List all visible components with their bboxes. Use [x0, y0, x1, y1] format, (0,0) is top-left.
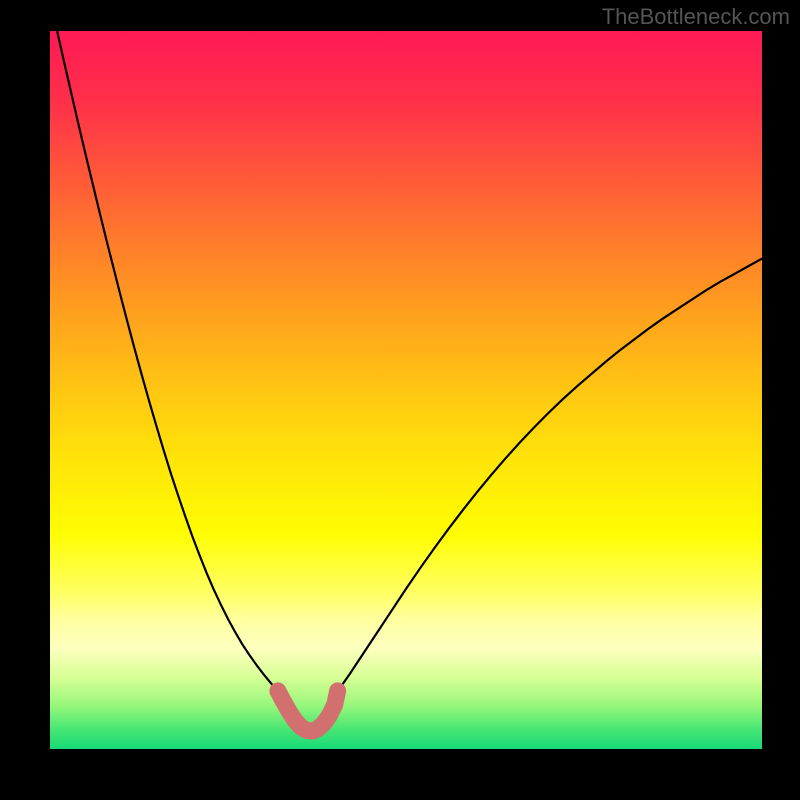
chart-container: TheBottleneck.com	[0, 0, 800, 800]
watermark-text: TheBottleneck.com	[602, 4, 790, 30]
plot-area	[50, 31, 762, 749]
chart-svg	[50, 31, 762, 749]
gradient-background	[50, 31, 762, 749]
